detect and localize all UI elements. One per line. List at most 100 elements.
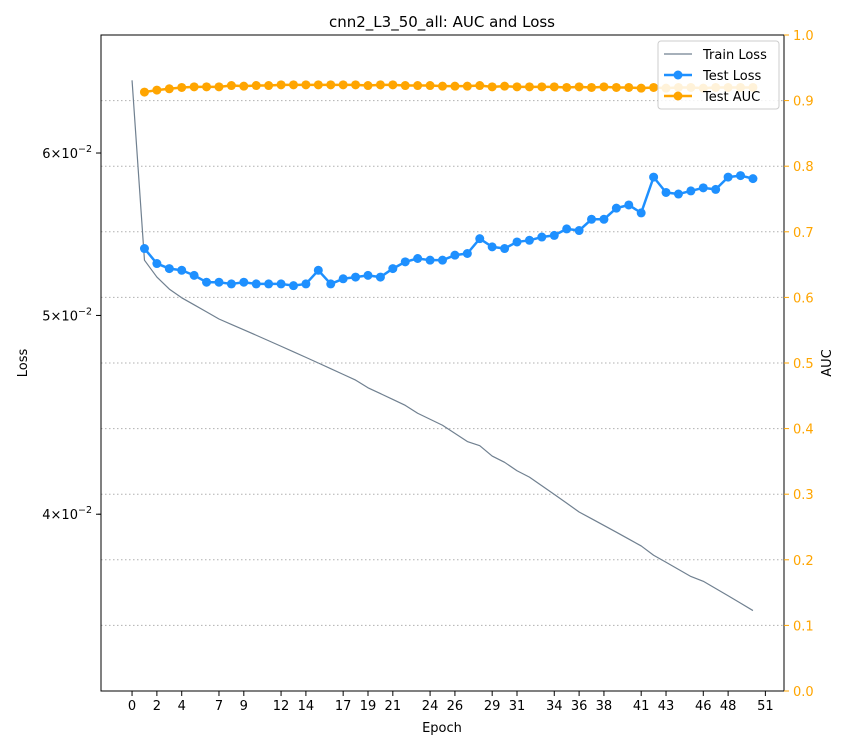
test-auc-point (413, 81, 423, 91)
test-loss-point (388, 264, 398, 274)
test-loss-point (524, 235, 534, 245)
test-auc-point (351, 80, 361, 90)
test-loss-point (562, 224, 572, 234)
test-auc-point (438, 81, 447, 91)
x-axis-label: Epoch (422, 721, 462, 736)
test-auc-point (450, 81, 460, 91)
test-auc-point (375, 80, 385, 90)
auc-tick-label: 0.8 (793, 160, 814, 175)
auc-tick-label: 0.3 (793, 488, 814, 503)
legend-test-auc-marker (673, 91, 683, 101)
x-tick-label: 2 (153, 699, 161, 714)
test-auc-point (475, 81, 485, 91)
x-tick-label: 46 (695, 699, 712, 714)
loss-tick-label: 4×10−2 (42, 505, 92, 523)
test-loss-point (723, 172, 733, 182)
auc-axis-label: AUC (820, 349, 835, 377)
auc-tick-label: 0.5 (793, 357, 814, 372)
test-loss-point (338, 274, 348, 284)
test-loss-point (189, 270, 199, 280)
test-loss-point (251, 279, 261, 289)
test-loss-point (226, 279, 236, 289)
auc-tick-label: 0.2 (793, 554, 814, 569)
test-auc-point (301, 80, 311, 90)
test-loss-point (400, 257, 410, 267)
test-loss-point (599, 214, 609, 224)
test-loss-point (649, 172, 659, 182)
test-auc-point (164, 84, 174, 94)
loss-axis: 4×10−2 5×10−2 6×10−2 (42, 144, 101, 523)
loss-tick-label: 5×10−2 (42, 306, 92, 324)
test-auc-point (524, 82, 534, 92)
train-loss-line (131, 80, 754, 612)
legend-test-loss-label: Test Loss (702, 69, 761, 84)
legend-box (657, 40, 780, 110)
test-loss-point (152, 259, 162, 269)
x-tick-label: 38 (596, 699, 613, 714)
legend-train-loss-label: Train Loss (702, 48, 767, 63)
test-auc-point (264, 81, 274, 91)
auc-tick-label: 0.6 (793, 291, 814, 306)
grid-lines (101, 100, 784, 626)
test-loss-point (276, 279, 286, 289)
x-tick-label: 9 (240, 699, 248, 714)
test-loss-point (363, 270, 373, 280)
test-loss-point (574, 226, 584, 236)
test-loss-point (624, 200, 634, 210)
test-auc-point (388, 80, 398, 90)
test-loss-point (413, 254, 423, 264)
test-auc-point (549, 82, 559, 92)
auc-tick-label: 0.7 (793, 226, 814, 241)
test-loss-point (301, 279, 311, 289)
test-auc-point (288, 80, 298, 90)
legend: Train Loss Test Loss Test AUC (657, 40, 780, 110)
test-auc-point (177, 82, 187, 92)
x-tick-label: 48 (720, 699, 737, 714)
test-loss-point (686, 186, 696, 196)
x-axis: 0 2 4 7 9 12 14 17 19 21 24 26 29 31 34 36 38 41 43 46 48 51 (128, 691, 774, 714)
test-loss-point (736, 171, 746, 181)
x-tick-label: 31 (509, 699, 526, 714)
x-tick-label: 7 (215, 699, 223, 714)
test-loss-point (139, 244, 149, 254)
test-auc-point (139, 87, 149, 97)
x-tick-label: 41 (633, 699, 650, 714)
test-auc-point (276, 80, 286, 90)
test-loss-point (611, 203, 621, 213)
test-auc-point (624, 82, 634, 92)
test-loss-point (462, 249, 472, 259)
auc-tick-label: 0.0 (793, 685, 814, 700)
test-loss-point (438, 255, 447, 265)
test-auc-point (512, 82, 522, 92)
test-auc-point (338, 80, 348, 90)
x-tick-label: 34 (546, 699, 563, 714)
auc-tick-label: 1.0 (793, 29, 814, 44)
test-loss-point (313, 265, 323, 275)
test-loss-point (661, 187, 671, 197)
test-auc-point (611, 82, 621, 92)
test-loss-point (450, 250, 460, 260)
test-loss-point (698, 183, 708, 193)
auc-tick-label: 0.1 (793, 619, 814, 634)
legend-test-auc-label: Test AUC (702, 90, 760, 105)
test-auc-point (574, 82, 584, 92)
test-loss-point (711, 184, 721, 194)
test-loss-point (425, 255, 435, 265)
auc-tick-label: 0.4 (793, 423, 814, 438)
loss-tick-label: 6×10−2 (42, 144, 92, 162)
auc-axis: 0.0 0.1 0.2 0.3 0.4 0.5 0.6 0.7 0.8 0.9 1.0 (784, 29, 814, 700)
test-loss-point (164, 264, 174, 274)
x-tick-label: 17 (335, 699, 352, 714)
loss-axis-label: Loss (16, 349, 31, 378)
series-layer (131, 80, 758, 612)
test-loss-point (475, 234, 485, 244)
test-loss-point (748, 174, 758, 184)
x-tick-label: 24 (422, 699, 439, 714)
test-loss-point (202, 277, 212, 287)
test-loss-point (549, 230, 559, 240)
test-auc-point (363, 81, 373, 91)
test-auc-point (214, 82, 224, 92)
x-tick-label: 26 (447, 699, 464, 714)
test-auc-point (251, 81, 261, 91)
